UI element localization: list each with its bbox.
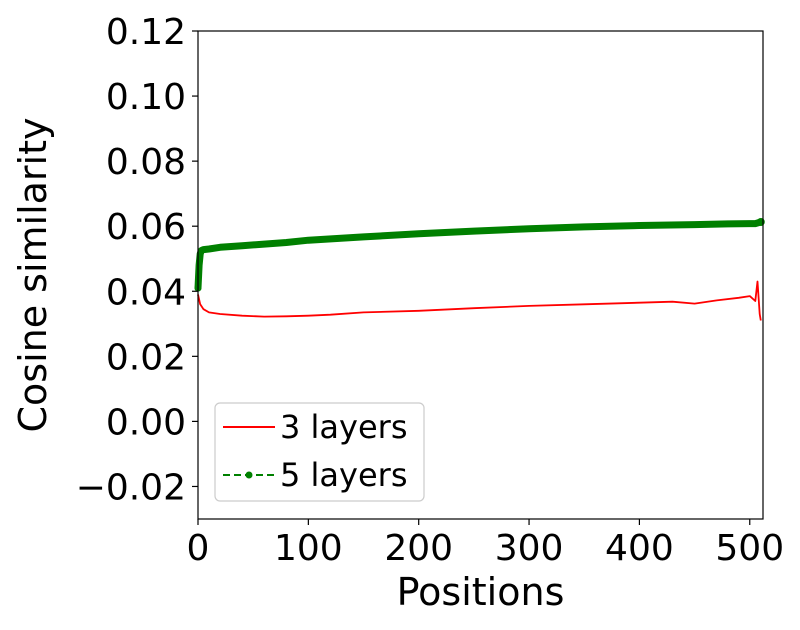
legend-label: 5 layers xyxy=(280,456,407,494)
legend: 3 layers 5 layers xyxy=(214,402,425,502)
y-axis-label: Cosine similarity xyxy=(11,117,55,432)
legend-label: 3 layers xyxy=(280,408,407,446)
series-line-1 xyxy=(197,280,762,321)
x-axis-ticks: 0 100 200 300 400 500 xyxy=(187,519,784,569)
plot-frame xyxy=(197,30,764,520)
legend-marker xyxy=(245,471,253,479)
y-tick-label: −0.02 xyxy=(76,467,186,508)
y-tick-label: 0.06 xyxy=(106,207,186,248)
x-tick-label: 100 xyxy=(274,528,343,569)
x-tick-label: 300 xyxy=(495,528,564,569)
legend-entry: 3 layers xyxy=(223,408,407,446)
y-tick-label: 0.08 xyxy=(106,142,186,183)
y-tick-label: 0.04 xyxy=(106,272,186,313)
y-tick-label: 0.12 xyxy=(106,12,186,53)
legend-entry: 5 layers xyxy=(223,456,407,494)
series-line-2 xyxy=(194,218,765,292)
x-tick-label: 400 xyxy=(605,528,674,569)
y-axis-ticks: −0.02 0.00 0.02 0.04 0.06 0.08 0.10 0.12 xyxy=(76,12,198,508)
x-tick-label: 500 xyxy=(715,528,784,569)
x-tick-label: 200 xyxy=(384,528,453,569)
x-tick-label: 0 xyxy=(187,528,210,569)
plot-area xyxy=(194,30,765,520)
y-tick-label: 0.02 xyxy=(106,337,186,378)
x-axis-label: Positions xyxy=(397,570,565,614)
y-tick-label: 0.10 xyxy=(106,77,186,118)
y-tick-label: 0.00 xyxy=(106,402,186,443)
